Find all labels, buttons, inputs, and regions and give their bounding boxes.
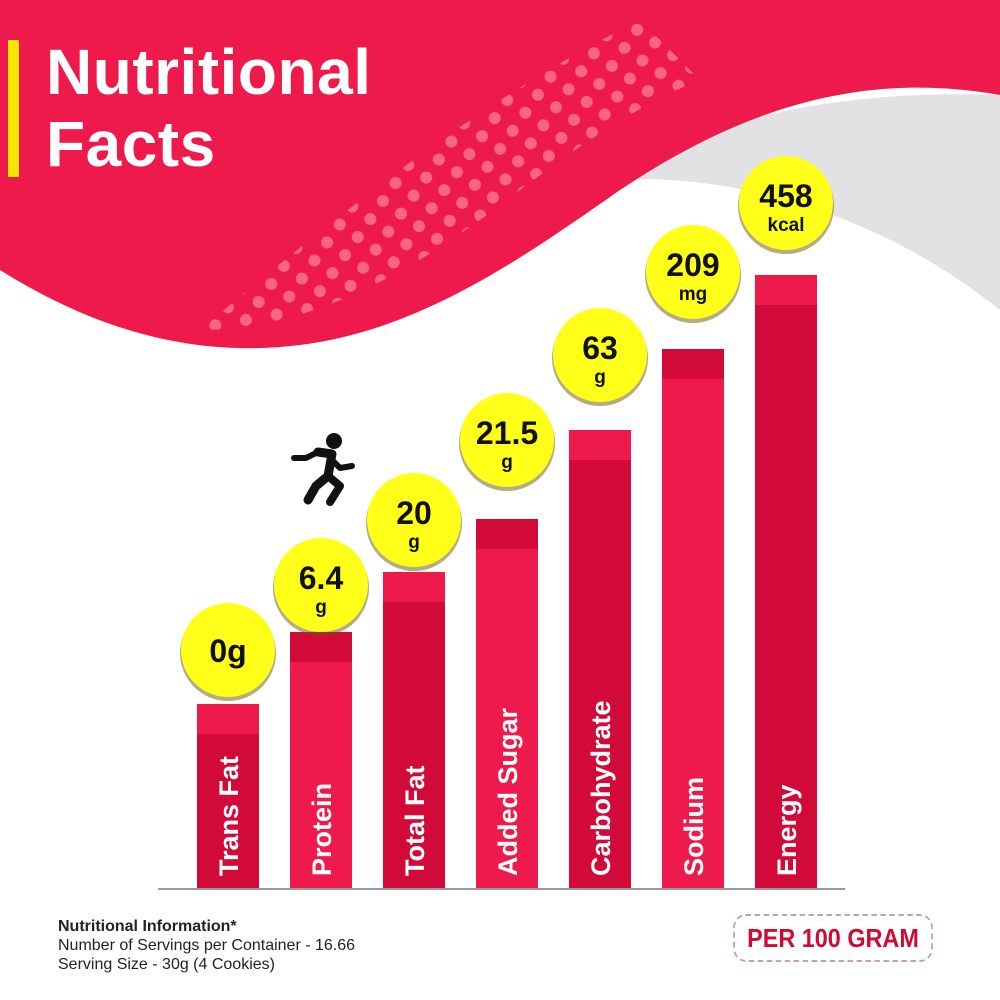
value-label: 63 — [582, 330, 618, 366]
bar-cap — [569, 430, 631, 460]
serving-size: Serving Size - 30g (4 Cookies) — [58, 956, 275, 973]
bar-label: Carbohydrate — [586, 700, 616, 876]
badge-circle — [367, 473, 461, 567]
title-line-1: Nutritional — [46, 36, 372, 108]
dot-pattern — [200, 20, 700, 330]
unit-label: mg — [679, 284, 708, 305]
bar-body — [383, 572, 445, 888]
bar-total-fat: Total Fat — [383, 572, 445, 888]
bar-label: Trans Fat — [214, 756, 244, 876]
unit-label: g — [315, 597, 327, 618]
value-label: 6.4 — [299, 560, 344, 596]
value-label: 20 — [396, 495, 432, 531]
bar-body — [569, 430, 631, 888]
bar-trans-fat: Trans Fat — [197, 704, 259, 888]
title-line-2: Facts — [46, 108, 216, 180]
value-badge: 20g — [366, 473, 462, 571]
per-100-gram-badge: PER 100 GRAM — [733, 914, 933, 962]
value-badge: 0g — [180, 603, 276, 701]
badge-circle — [181, 603, 275, 697]
value-label: 209 — [666, 247, 719, 283]
bar-cap — [755, 275, 817, 305]
bar-cap — [383, 572, 445, 602]
value-badge: 21.5g — [459, 393, 555, 491]
bar-cap — [197, 704, 259, 734]
bar-body — [290, 632, 352, 888]
bar-protein: Protein — [290, 632, 352, 888]
bar-body — [755, 275, 817, 888]
bar-label: Protein — [307, 783, 337, 876]
unit-label: g — [594, 367, 606, 388]
bar-added-sugar: Added Sugar — [476, 519, 538, 888]
badge-circle — [739, 156, 833, 250]
bar-cap — [662, 349, 724, 379]
badge-circle — [460, 393, 554, 487]
bar-label: Energy — [772, 784, 802, 876]
value-label: 458 — [759, 178, 812, 214]
unit-label: kcal — [768, 215, 805, 236]
bar-label: Sodium — [679, 777, 709, 876]
title-accent-bar — [8, 40, 19, 177]
badge-circle — [274, 538, 368, 632]
bar-body — [662, 349, 724, 888]
value-badge: 6.4g — [273, 538, 369, 636]
nutritional-info-note: Nutritional Information* Number of Servi… — [58, 917, 355, 974]
badge-circle — [646, 225, 740, 319]
page-title: Nutritional Facts — [46, 36, 371, 180]
bar-carbohydrate: Carbohydrate — [569, 430, 631, 888]
bar-energy: Energy — [755, 275, 817, 888]
badge-circle — [553, 308, 647, 402]
unit-label: g — [501, 452, 513, 473]
bar-body — [197, 704, 259, 888]
bar-body — [476, 519, 538, 888]
value-badge: 63g — [552, 308, 648, 406]
note-heading: Nutritional Information* — [58, 918, 237, 935]
bar-cap — [476, 519, 538, 549]
bar-label: Added Sugar — [493, 707, 523, 876]
running-person-icon — [291, 433, 355, 506]
value-label: 21.5 — [476, 415, 538, 451]
bar-cap — [290, 632, 352, 662]
value-label: 0g — [209, 633, 246, 669]
servings-per-container: Number of Servings per Container - 16.66 — [58, 937, 356, 954]
bar-label: Total Fat — [400, 765, 430, 876]
bar-sodium: Sodium — [662, 349, 724, 888]
unit-label: g — [408, 532, 420, 553]
